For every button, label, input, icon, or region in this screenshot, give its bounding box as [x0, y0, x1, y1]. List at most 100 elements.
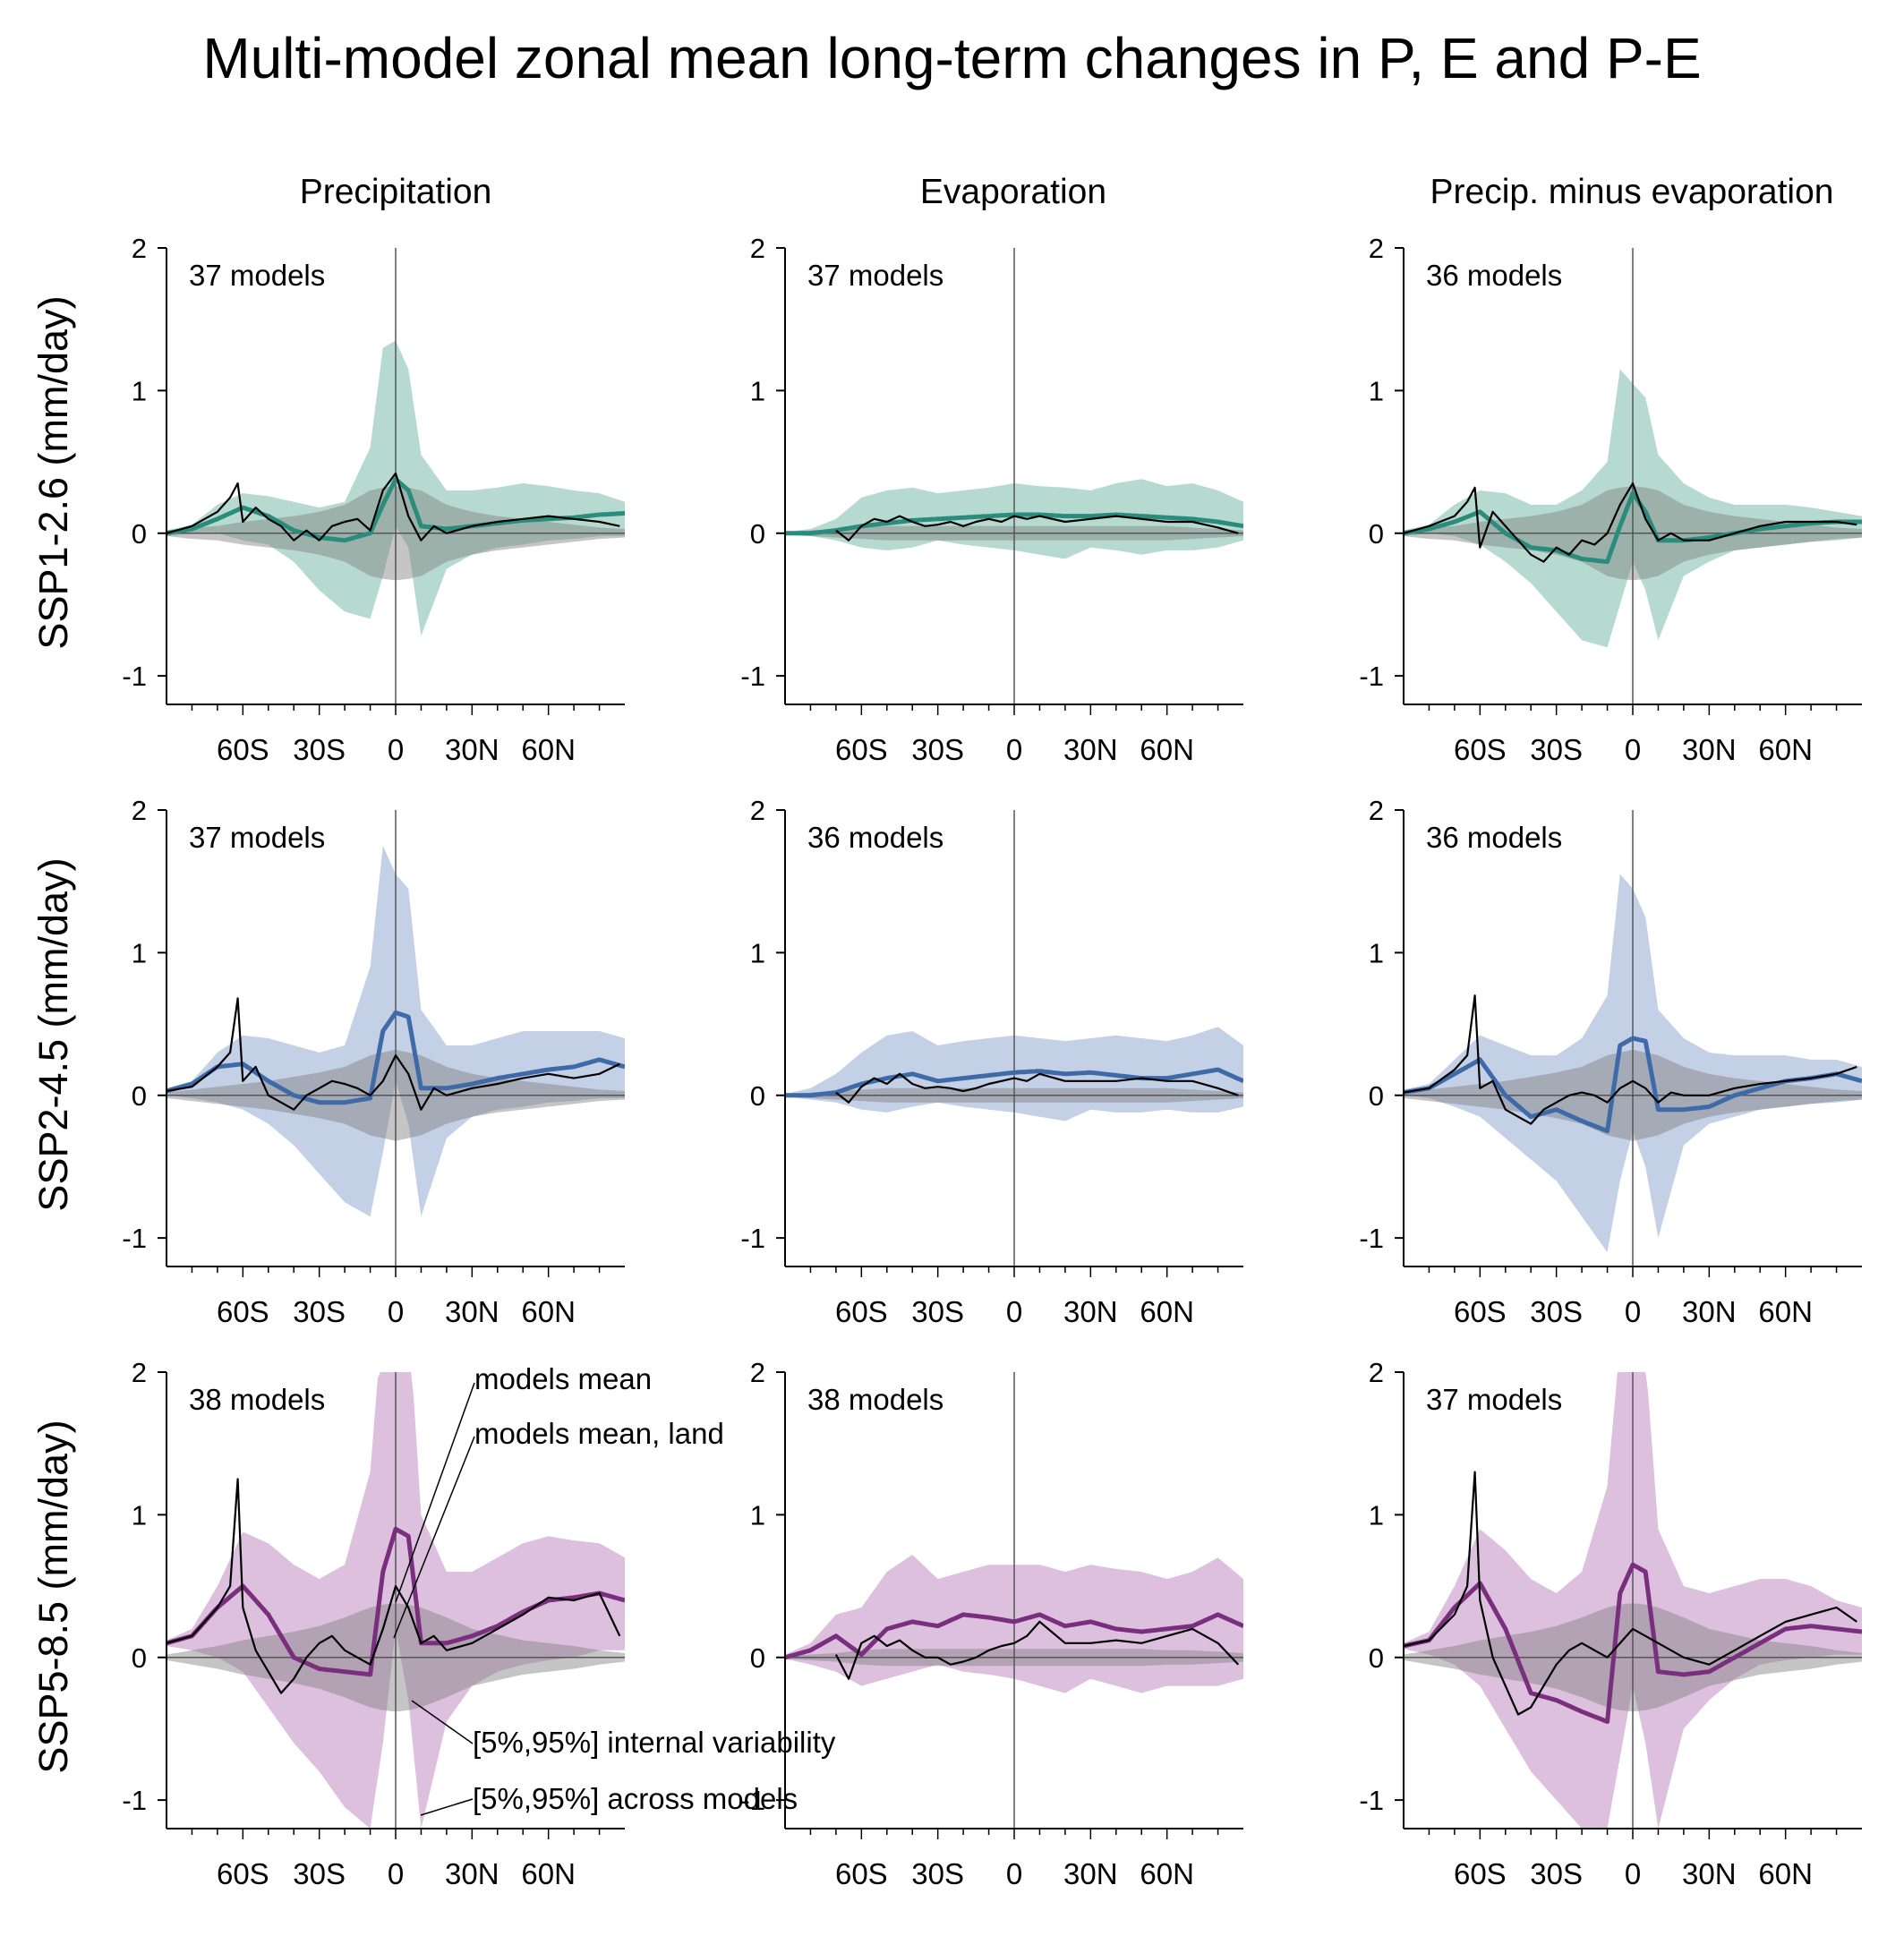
models-count-label: 38 models — [189, 1383, 325, 1416]
y-tick-label: 0 — [1369, 1642, 1384, 1674]
y-tick-label: 0 — [132, 518, 147, 550]
plot-area — [785, 810, 1243, 1267]
x-tick-label: 30N — [1682, 1857, 1737, 1890]
models-count-label: 37 models — [807, 259, 943, 292]
x-tick-label: 0 — [1006, 1857, 1022, 1890]
y-tick-label: 0 — [750, 1080, 765, 1112]
line-models-mean-land — [166, 997, 620, 1111]
y-tick-label: 0 — [1369, 1080, 1384, 1112]
x-tick-label: 30S — [1530, 1295, 1583, 1328]
plot-area — [785, 1372, 1243, 1829]
y-tick-label: 1 — [1369, 937, 1384, 968]
x-tick-label: 60S — [217, 733, 269, 766]
line-models-mean-land — [834, 1620, 1240, 1680]
x-tick-label: 30S — [1530, 1857, 1583, 1890]
models-count-label: 37 models — [1426, 1383, 1562, 1416]
x-tick-label: 0 — [1006, 1295, 1022, 1328]
y-tick-label: -1 — [740, 1223, 765, 1254]
x-tick-label: 30N — [1682, 733, 1737, 766]
y-tick-label: 1 — [132, 375, 147, 406]
line-models-mean — [166, 1010, 625, 1105]
leader-across-models — [420, 1798, 474, 1816]
y-tick-label: -1 — [1359, 1785, 1384, 1816]
annotation-models-mean: models mean — [474, 1362, 652, 1395]
page-title: Multi-model zonal mean long-term changes… — [202, 26, 1702, 90]
line-models-mean-land — [166, 472, 620, 542]
y-tick-label: 1 — [132, 1499, 147, 1531]
panel-1: -1 0 1 2 60S 30S 0 30N 60N 37 models — [122, 233, 625, 766]
annotation-internal-variability: [5%,95%] internal variability — [473, 1726, 836, 1759]
panel-4: -1 0 1 2 60S 30S 0 30N 60N 37 models — [122, 795, 625, 1328]
leader-models-mean — [395, 1382, 475, 1603]
y-tick-label: 0 — [750, 518, 765, 550]
x-tick-label: 30S — [293, 1857, 346, 1890]
line-models-mean-land — [1404, 994, 1857, 1125]
column-title-p-minus-e: Precip. minus evaporation — [1430, 173, 1834, 211]
x-tick-label: 60S — [217, 1295, 269, 1328]
x-tick-label: 0 — [1625, 1857, 1641, 1890]
y-tick-label: 2 — [750, 1357, 765, 1388]
x-tick-label: 30N — [1063, 1857, 1118, 1890]
plot-area — [1404, 810, 1862, 1267]
x-tick-label: 60N — [521, 733, 576, 766]
leader-models-mean-land — [393, 1436, 475, 1639]
x-tick-label: 60N — [1758, 1857, 1813, 1890]
column-title-evaporation: Evaporation — [919, 173, 1107, 211]
x-tick-label: 30S — [911, 1857, 964, 1890]
x-tick-label: 0 — [1625, 1295, 1641, 1328]
y-tick-label: -1 — [740, 661, 765, 692]
x-tick-label: 30S — [911, 1295, 964, 1328]
plot-area — [785, 248, 1243, 704]
y-tick-label: 2 — [132, 795, 147, 826]
y-tick-label: 0 — [750, 1642, 765, 1674]
y-tick-label: 1 — [750, 937, 765, 968]
x-tick-label: 30S — [293, 733, 346, 766]
y-tick-label: 2 — [1369, 795, 1384, 826]
y-tick-label: -1 — [1359, 1223, 1384, 1254]
panel-8: -1 0 1 2 60S 30S 0 30N 60N 38 models — [740, 1357, 1243, 1890]
y-tick-label: 1 — [750, 375, 765, 406]
plot-area — [166, 810, 625, 1267]
models-count-label: 36 models — [807, 821, 943, 854]
annotation-models-mean-land: models mean, land — [474, 1417, 724, 1450]
x-tick-label: 60S — [1454, 1295, 1507, 1328]
y-tick-label: 2 — [132, 1357, 147, 1388]
line-models-mean-land — [1404, 1471, 1857, 1716]
y-tick-label: 0 — [132, 1080, 147, 1112]
y-tick-label: -1 — [1359, 661, 1384, 692]
annotation-across-models: [5%,95%] across models — [473, 1782, 798, 1815]
y-tick-label: -1 — [122, 1785, 147, 1816]
models-count-label: 36 models — [1426, 259, 1562, 292]
x-tick-label: 0 — [1625, 733, 1641, 766]
y-tick-label: 2 — [750, 233, 765, 264]
y-tick-label: 2 — [1369, 1357, 1384, 1388]
x-tick-label: 30S — [293, 1295, 346, 1328]
plot-area — [1404, 248, 1862, 704]
y-tick-label: -1 — [122, 1223, 147, 1254]
y-tick-label: 1 — [132, 937, 147, 968]
leader-internal-variability — [411, 1700, 474, 1744]
y-tick-label: 1 — [1369, 1499, 1384, 1531]
y-tick-label: 2 — [132, 233, 147, 264]
x-tick-label: 30N — [445, 1857, 499, 1890]
y-tick-label: 0 — [132, 1642, 147, 1674]
x-tick-label: 60S — [1454, 1857, 1507, 1890]
models-count-label: 37 models — [189, 821, 325, 854]
panel-3: -1 0 1 2 60S 30S 0 30N 60N 36 models — [1359, 233, 1862, 766]
x-tick-label: 60S — [835, 1295, 888, 1328]
x-tick-label: 30N — [445, 1295, 499, 1328]
line-models-mean-land — [1404, 482, 1857, 563]
x-tick-label: 60N — [1758, 733, 1813, 766]
x-tick-label: 60S — [217, 1857, 269, 1890]
x-tick-label: 60N — [1140, 1295, 1194, 1328]
x-tick-label: 60N — [521, 1295, 576, 1328]
x-tick-label: 30S — [911, 733, 964, 766]
panel-2: -1 0 1 2 60S 30S 0 30N 60N 37 models — [740, 233, 1243, 766]
x-tick-label: 60N — [1140, 733, 1194, 766]
panel-9: -1 0 1 2 60S 30S 0 30N 60N 37 models — [1359, 1357, 1862, 1890]
panel-6: -1 0 1 2 60S 30S 0 30N 60N 36 models — [1359, 795, 1862, 1328]
y-tick-label: 1 — [1369, 375, 1384, 406]
line-models-mean — [166, 476, 625, 543]
plot-area — [1404, 1372, 1862, 1829]
